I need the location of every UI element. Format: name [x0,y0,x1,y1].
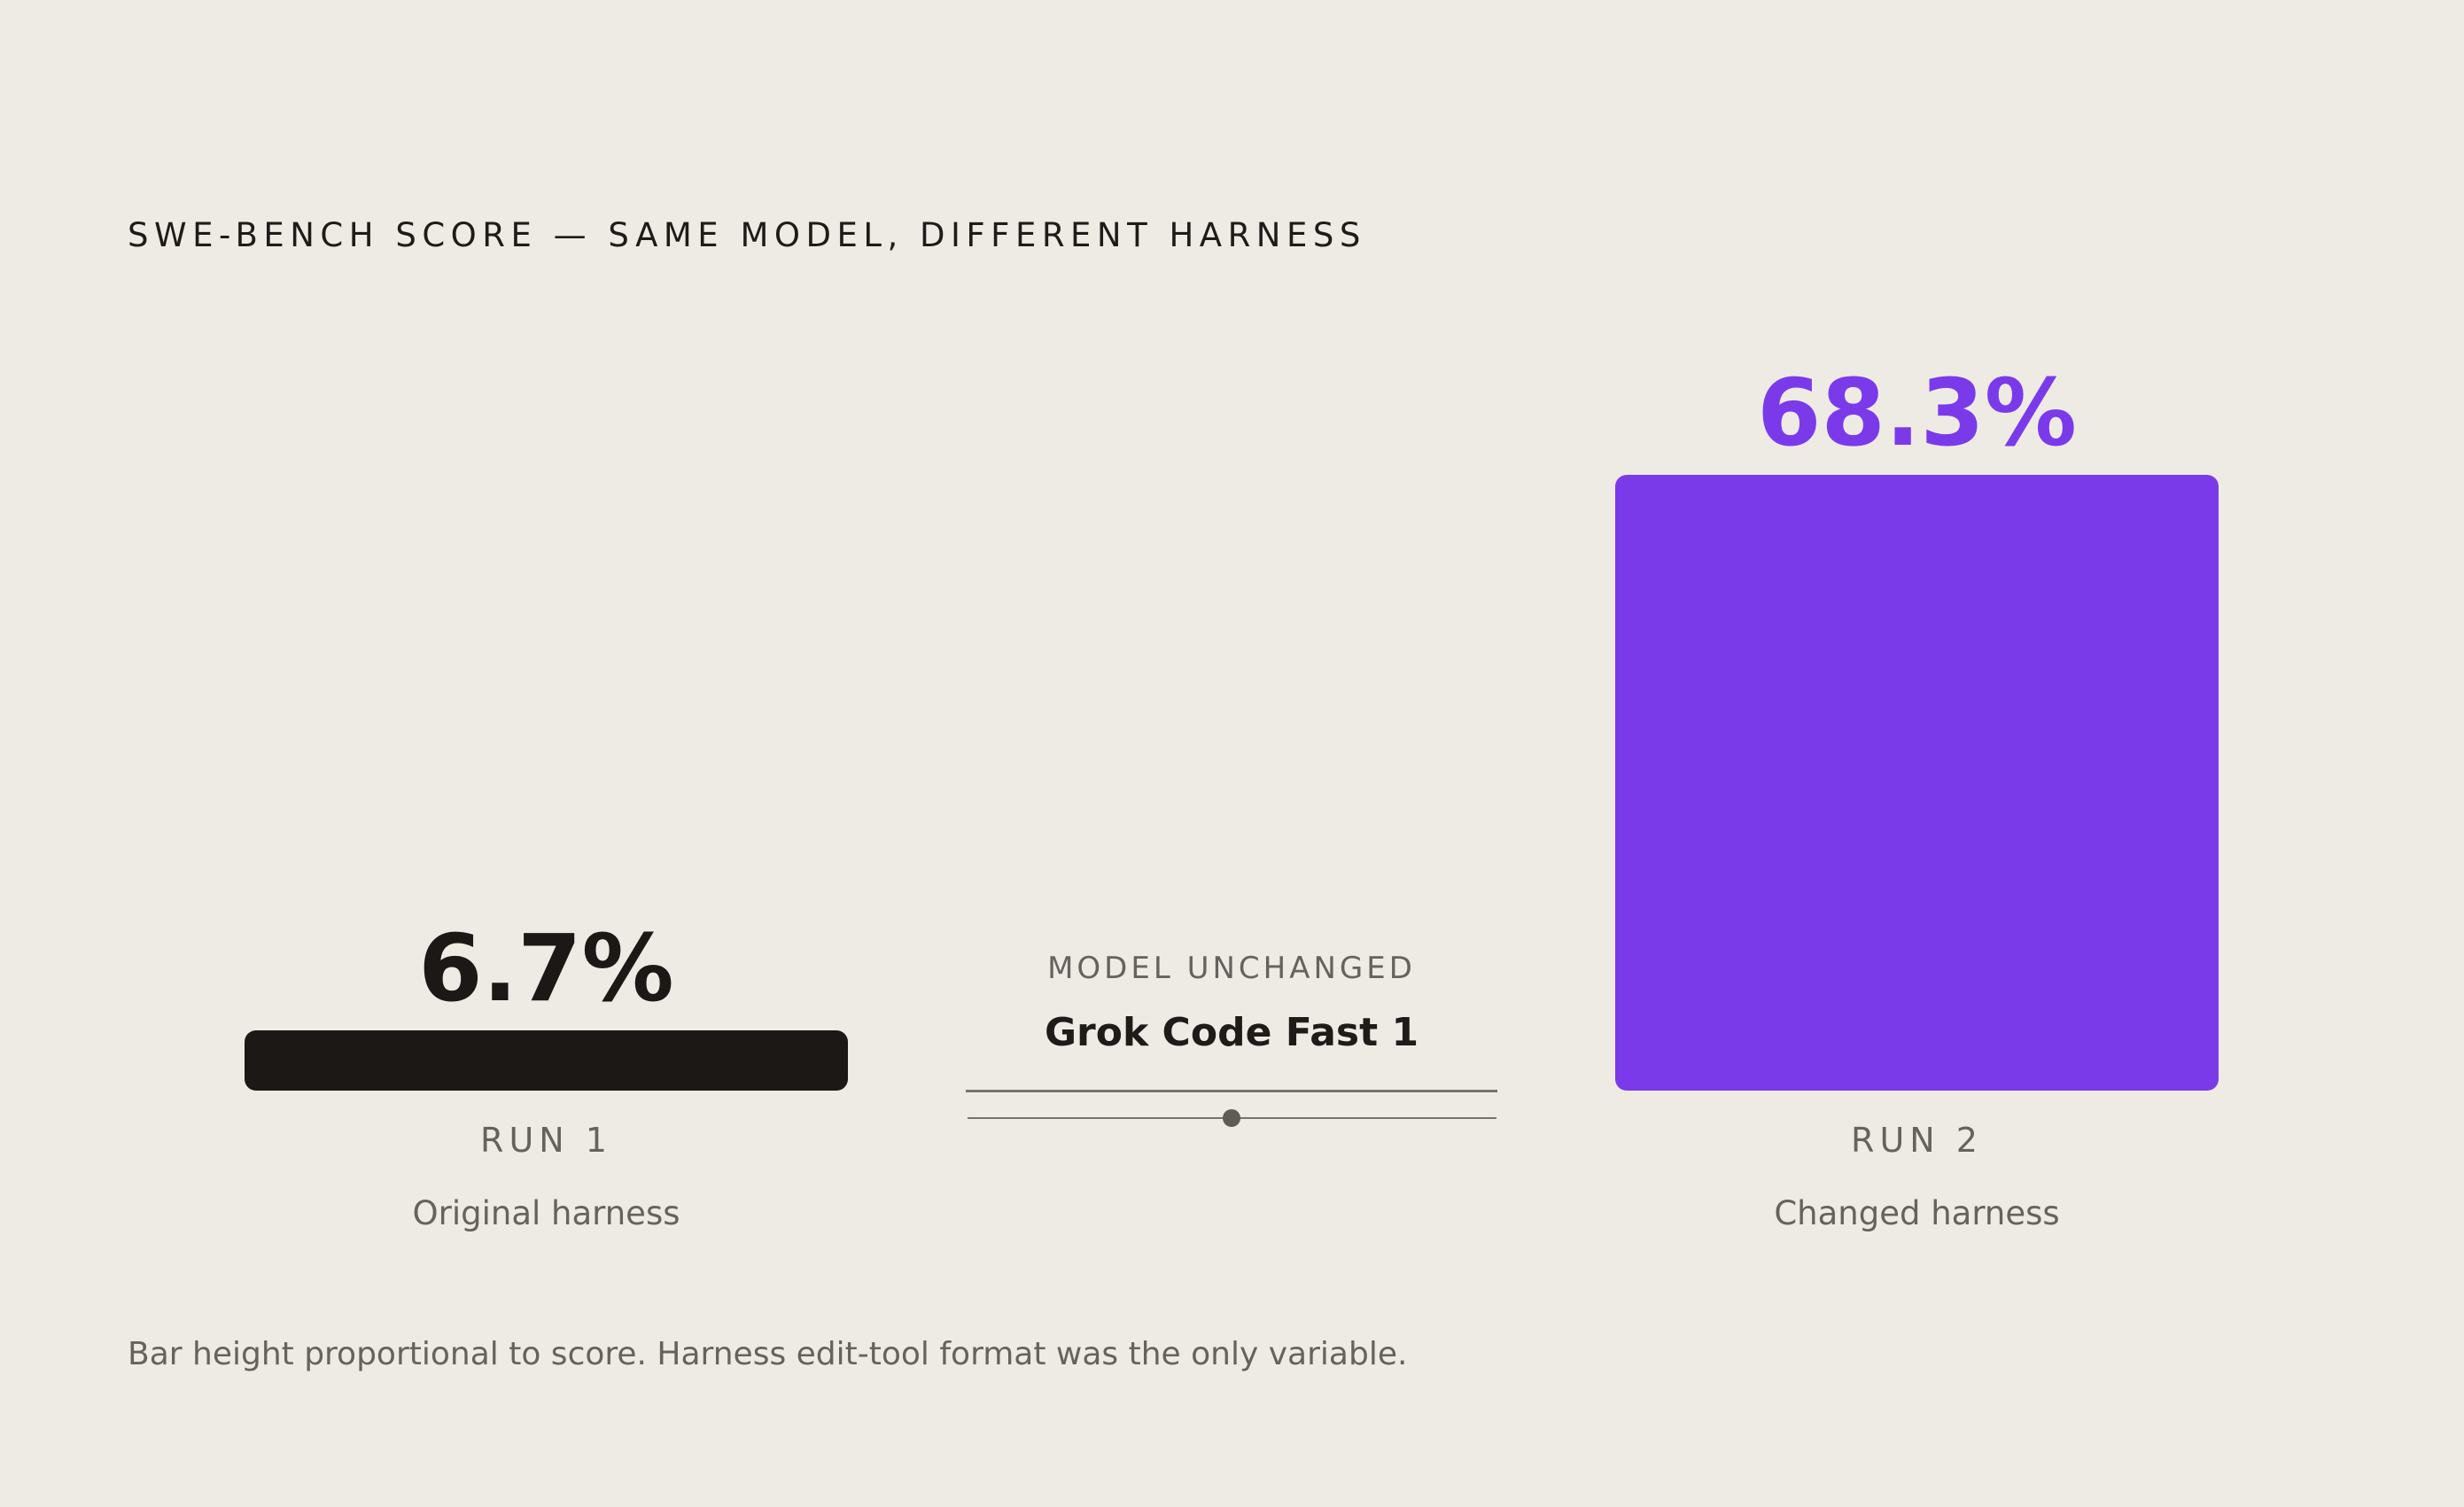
category-label-run-1: RUN 1 [480,1121,612,1160]
value-label-run-1: 6.7% [418,913,674,1022]
chart-title: SWE-BENCH SCORE — SAME MODEL, DIFFERENT … [128,216,1366,254]
footnote: Bar height proportional to score. Harnes… [128,1336,1408,1372]
bar-run-2 [1615,475,2219,1091]
category-label-run-2: RUN 2 [1851,1121,1983,1160]
divider-line [966,1090,1497,1092]
model-unchanged-caption: MODEL UNCHANGED [1047,951,1416,986]
bar-run-1 [245,1029,848,1091]
category-description-run-1: Original harness [412,1194,680,1232]
category-description-run-2: Changed harness [1774,1194,2060,1232]
model-name: Grok Code Fast 1 [1044,1010,1419,1055]
value-label-run-2: 68.3% [1757,359,2077,467]
connector-dot [1223,1109,1240,1127]
